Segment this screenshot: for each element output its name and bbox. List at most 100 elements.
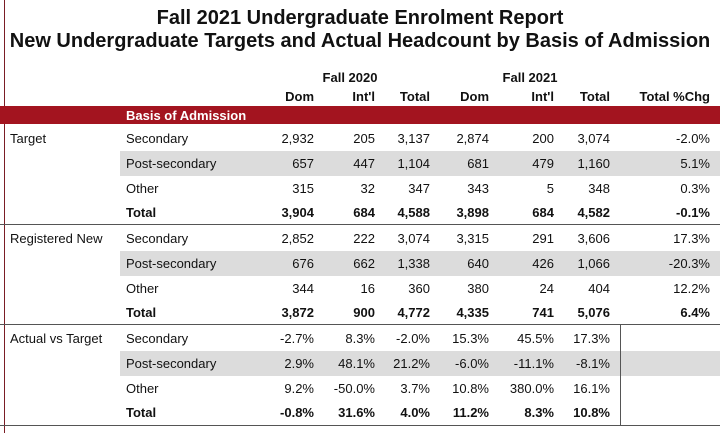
value-cell: -2.7% [280,331,314,346]
value-cell: 684 [532,205,554,220]
value-cell: 2,852 [281,231,314,246]
group-label: Actual vs Target [10,331,103,346]
value-cell: 5,076 [577,305,610,320]
table-row: Other 344 16 360 380 24 404 12.2% [0,276,720,301]
value-cell: 9.2% [284,381,314,396]
basis-label: Total [126,405,157,420]
value-cell: 681 [467,156,489,171]
value-cell: -2.0% [396,331,430,346]
group-label: Target [10,131,47,146]
col-header-intl-2021: Int'l [531,89,554,104]
value-cell: -2.0% [676,131,710,146]
value-cell: 0.3% [680,181,710,196]
section-divider [0,224,720,225]
value-cell: 404 [588,281,610,296]
table-row: Actual vs Target Secondary -2.7% 8.3% -2.0% 1… [0,326,720,351]
value-cell: 3,137 [397,131,430,146]
basis-label: Secondary [126,331,189,346]
value-cell: 15.3% [452,331,489,346]
value-cell: 3,872 [281,305,314,320]
table-row: Total -0.8% 31.6% 4.0% 11.2% 8.3% 10.8% [0,400,720,425]
value-cell: -6.0% [455,356,489,371]
col-header-intl-2020: Int'l [352,89,375,104]
value-cell: 360 [408,281,430,296]
basis-label: Total [126,305,157,320]
value-cell: 657 [292,156,314,171]
section-divider [0,425,720,426]
value-cell: 447 [353,156,375,171]
table-row: Total 3,904 684 4,588 3,898 684 4,582 -0.1% [0,200,720,225]
group-label: Registered New [10,231,103,246]
value-cell: 4.0% [400,405,430,420]
table-row: Other 315 32 347 343 5 348 0.3% [0,176,720,201]
col-header-total-2020: Total [399,89,430,104]
value-cell: 2,874 [456,131,489,146]
value-cell: -11.1% [513,356,554,371]
value-cell: 48.1% [338,356,375,371]
value-cell: 21.2% [393,356,430,371]
table-row: Other 9.2% -50.0% 3.7% 10.8% 380.0% 16.1% [0,376,720,401]
year-header-2020: Fall 2020 [322,70,378,85]
basis-label: Other [126,181,159,196]
value-cell: 205 [353,131,375,146]
basis-label: Secondary [126,231,189,246]
report-subtitle: New Undergraduate Targets and Actual Hea… [9,30,711,52]
table-row: Post-secondary 657 447 1,104 681 479 1,160 5.1% [0,151,720,176]
value-cell: 3,904 [281,205,314,220]
value-cell: 684 [353,205,375,220]
basis-of-admission-label: Basis of Admission [126,108,247,123]
value-cell: 479 [532,156,554,171]
basis-label: Other [126,381,159,396]
value-cell: 16.1% [573,381,610,396]
value-cell: 3,606 [577,231,610,246]
value-cell: 1,066 [577,256,610,271]
value-cell: 4,582 [577,205,610,220]
value-cell: 4,335 [456,305,489,320]
value-cell: 347 [408,181,430,196]
column-divider [620,324,621,425]
value-cell: 4,588 [397,205,430,220]
value-cell: 31.6% [338,405,375,420]
value-cell: -8.1% [576,356,610,371]
value-cell: 662 [353,256,375,271]
value-cell: 8.3% [524,405,554,420]
value-cell: 348 [588,181,610,196]
value-cell: 3.7% [400,381,430,396]
value-cell: 16 [360,281,375,296]
basis-label: Secondary [126,131,189,146]
value-cell: 32 [360,181,375,196]
col-header-total-pct-chg: Total %Chg [639,89,710,104]
value-cell: 222 [353,231,375,246]
value-cell: -0.1% [676,205,710,220]
value-cell: 11.2% [452,405,489,420]
value-cell: 1,104 [397,156,430,171]
value-cell: 17.3% [573,331,610,346]
value-cell: -50.0% [333,381,375,396]
value-cell: 6.4% [680,305,710,320]
value-cell: 343 [467,181,489,196]
value-cell: 45.5% [517,331,554,346]
left-border-rule [4,0,5,433]
value-cell: 1,160 [577,156,610,171]
value-cell: 3,074 [577,131,610,146]
basis-label: Post-secondary [126,156,217,171]
value-cell: 676 [292,256,314,271]
basis-label: Post-secondary [126,256,217,271]
value-cell: 12.2% [673,281,710,296]
value-cell: -0.8% [280,405,314,420]
col-header-dom-2021: Dom [460,89,489,104]
value-cell: 10.8% [452,381,489,396]
value-cell: 4,772 [397,305,430,320]
table-row: Post-secondary 2.9% 48.1% 21.2% -6.0% -11.1% -… [0,351,720,376]
value-cell: 291 [532,231,554,246]
value-cell: 344 [292,281,314,296]
value-cell: 426 [532,256,554,271]
basis-label: Post-secondary [126,356,217,371]
table-row: Total 3,872 900 4,772 4,335 741 5,076 6.4% [0,300,720,325]
value-cell: 3,315 [456,231,489,246]
value-cell: 200 [532,131,554,146]
table-row: Target Secondary 2,932 205 3,137 2,874 200 3,07… [0,126,720,151]
year-header-2021: Fall 2021 [502,70,558,85]
value-cell: 24 [539,281,554,296]
value-cell: 3,074 [397,231,430,246]
